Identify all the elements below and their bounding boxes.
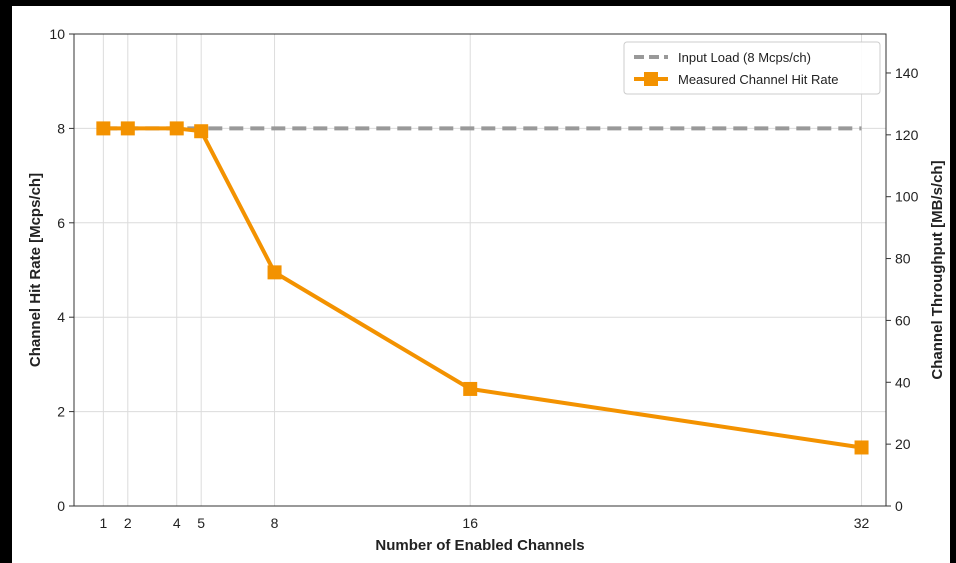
- x-axis-label: Number of Enabled Channels: [375, 537, 584, 554]
- data-point-marker-2: [120, 121, 135, 136]
- axes: [69, 33, 891, 507]
- x-tick-label-2: 2: [124, 515, 132, 531]
- y-tick-label-10: 10: [49, 26, 65, 42]
- y-right-tick-label-100: 100: [895, 189, 919, 205]
- legend-marker-measured-hit-rate: [644, 72, 658, 86]
- y-tick-label-2: 2: [57, 404, 65, 420]
- data-point-marker-4: [169, 121, 184, 136]
- y-right-tick-label-60: 60: [895, 312, 911, 328]
- grid-lines: [74, 33, 886, 507]
- data-point-marker-5: [194, 124, 209, 139]
- x-tick-label-4: 4: [173, 515, 181, 531]
- chart-panel: 0 2 4 6 8 10 0 20 40 60 80 100 120 140 1 2 4 5 8 16 32 Numbe…: [12, 6, 950, 563]
- plot-frame: [73, 33, 887, 507]
- legend-box: [623, 41, 881, 95]
- y-right-tick-label-80: 80: [895, 251, 911, 267]
- x-tick-label-32: 32: [854, 515, 870, 531]
- x-tick-label-16: 16: [462, 515, 478, 531]
- data-point-marker-32: [854, 440, 869, 455]
- series-line-measured-hit-rate: [103, 126, 862, 450]
- x-tick-label-1: 1: [99, 515, 107, 531]
- y-tick-label-4: 4: [57, 309, 65, 325]
- y-tick-label-6: 6: [57, 215, 65, 231]
- data-point-marker-1: [96, 121, 111, 136]
- data-point-marker-16: [463, 381, 478, 396]
- legend-label-0: Input Load (8 Mcps/ch): [678, 50, 811, 65]
- legend-label-1: Measured Channel Hit Rate: [678, 72, 838, 87]
- x-tick-label-5: 5: [197, 515, 205, 531]
- y-tick-label-8: 8: [57, 120, 65, 136]
- y-axis-right-label: Channel Throughput [MB/s/ch]: [929, 160, 946, 379]
- legend: Input Load (8 Mcps/ch) Measured Channel H…: [623, 41, 881, 95]
- y-tick-label-0: 0: [57, 498, 65, 514]
- y-right-tick-label-120: 120: [895, 127, 919, 143]
- series-layer: [96, 121, 869, 455]
- data-point-marker-8: [267, 265, 282, 280]
- y-right-tick-label-0: 0: [895, 498, 903, 514]
- x-tick-label-8: 8: [271, 515, 279, 531]
- y-right-tick-label-40: 40: [895, 374, 911, 390]
- y-axis-label: Channel Hit Rate [Mcps/ch]: [27, 173, 44, 367]
- y-right-tick-label-140: 140: [895, 65, 919, 81]
- y-right-tick-label-20: 20: [895, 436, 911, 452]
